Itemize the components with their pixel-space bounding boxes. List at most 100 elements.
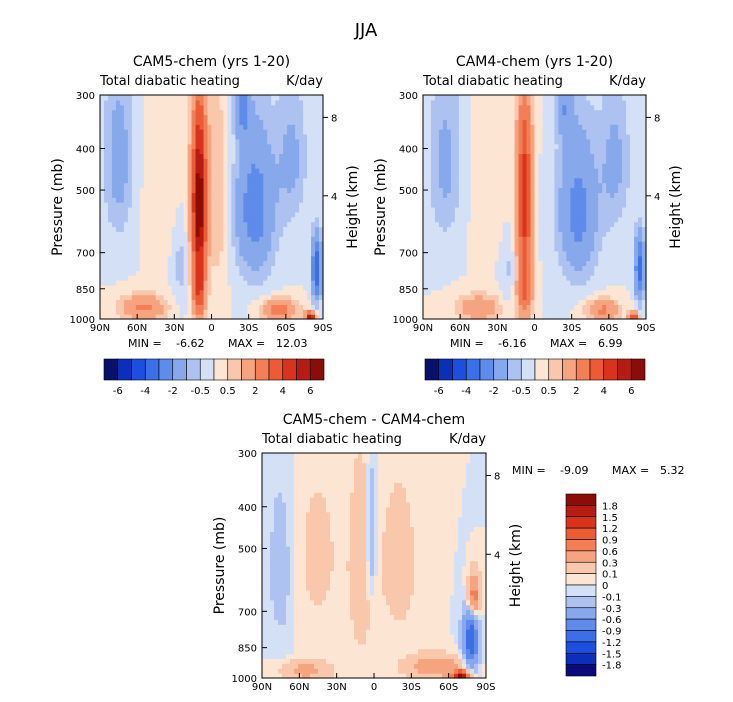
heatmap-cell: [131, 124, 137, 130]
heatmap-cell: [295, 231, 300, 237]
heatmap-cell: [203, 221, 209, 228]
heatmap-cell: [295, 153, 300, 159]
heatmap-cell: [183, 143, 189, 150]
heatmap-cell: [570, 260, 575, 267]
heatmap-cell: [442, 197, 448, 203]
heatmap-cell: [191, 172, 197, 179]
heatmap-cell: [486, 158, 492, 164]
heatmap-cell: [550, 241, 556, 247]
heatmap-cell: [518, 270, 524, 276]
heatmap-cell: [299, 284, 304, 291]
heatmap-cell: [550, 226, 556, 232]
heatmap-cell: [115, 231, 121, 237]
heatmap-cell: [100, 99, 105, 106]
heatmap-cell: [562, 95, 567, 101]
heatmap-cell: [135, 182, 141, 189]
heatmap-cell: [462, 216, 468, 223]
heatmap-cell: [255, 95, 260, 101]
heatmap-cell: [131, 119, 137, 125]
heatmap-cell: [283, 143, 288, 150]
heatmap-cell: [135, 250, 141, 257]
heatmap-cell: [183, 148, 189, 155]
heatmap-cell: [574, 168, 579, 174]
heatmap-cell: [490, 241, 496, 247]
heatmap-cell: [506, 270, 512, 276]
heatmap-cell: [227, 119, 233, 125]
heatmap-cell: [526, 138, 532, 145]
heatmap-cell: [243, 299, 248, 305]
heatmap-cell: [243, 138, 248, 145]
heatmap-cell: [215, 309, 221, 315]
heatmap-cell: [430, 163, 436, 169]
heatmap-cell: [123, 231, 129, 237]
heatmap-cell: [582, 265, 587, 271]
heatmap-cell: [271, 172, 276, 179]
heatmap-cell: [159, 221, 165, 228]
heatmap-cell: [303, 182, 308, 189]
heatmap-cell: [275, 245, 280, 252]
heatmap-cell: [107, 211, 113, 218]
heatmap-cell: [618, 231, 623, 237]
heatmap-cell: [175, 138, 181, 145]
heatmap-cell: [478, 182, 484, 189]
heatmap-cell: [502, 216, 508, 223]
heatmap-cell: [171, 114, 177, 120]
heatmap-cell: [626, 304, 631, 310]
heatmap-cell: [295, 104, 300, 111]
heatmap-cell: [562, 304, 567, 310]
heatmap-cell: [231, 211, 236, 218]
heatmap-cell: [446, 177, 452, 184]
heatmap-cell: [550, 216, 556, 223]
heatmap-cell: [606, 163, 611, 169]
heatmap-cell: [235, 95, 240, 101]
heatmap-cell: [482, 241, 488, 247]
heatmap-cell: [506, 314, 512, 320]
heatmap-cell: [243, 99, 248, 106]
heatmap-cell: [139, 275, 145, 281]
heatmap-cell: [167, 202, 173, 208]
heatmap-cell: [490, 289, 496, 296]
colorbar-swatch: [227, 358, 242, 381]
heatmap-cell: [243, 197, 248, 203]
heatmap-cell: [199, 138, 205, 145]
heatmap-cell: [231, 275, 236, 281]
heatmap-cell: [267, 236, 272, 242]
heatmap-cell: [594, 104, 599, 111]
heatmap-cell: [167, 226, 173, 232]
heatmap-cell: [498, 236, 504, 242]
heatmap-cell: [586, 119, 591, 125]
heatmap-cell: [191, 197, 197, 203]
heatmap-cell: [231, 280, 236, 286]
heatmap-cell: [147, 187, 153, 193]
heatmap-cell: [247, 207, 252, 213]
heatmap-cell: [239, 284, 244, 291]
heatmap-cell: [239, 260, 244, 267]
heatmap-cell: [530, 245, 536, 252]
heatmap-cell: [434, 124, 440, 130]
heatmap-cell: [530, 133, 536, 140]
heatmap-cell: [223, 270, 229, 276]
heatmap-cell: [466, 280, 472, 286]
heatmap-cell: [446, 226, 452, 232]
heatmap-cell: [127, 309, 133, 315]
heatmap-cell: [538, 231, 544, 237]
heatmap-cell: [606, 99, 611, 106]
heatmap-cell: [566, 104, 571, 111]
heatmap-cell: [155, 255, 161, 262]
heatmap-cell: [494, 280, 500, 286]
heatmap-cell: [458, 226, 464, 232]
heatmap-cell: [307, 309, 312, 315]
heatmap-cell: [566, 299, 571, 305]
heatmap-cell: [127, 172, 133, 179]
heatmap-cell: [490, 236, 496, 242]
heatmap-cell: [490, 182, 496, 189]
x-tick-label: 60S: [276, 323, 295, 334]
heatmap-cell: [131, 265, 137, 271]
heatmap-cell: [107, 187, 113, 193]
heatmap-cell: [518, 231, 524, 237]
heatmap-cell: [111, 114, 117, 120]
heatmap-cell: [450, 148, 456, 155]
heatmap-cell: [203, 226, 209, 232]
heatmap-cell: [458, 114, 464, 120]
heatmap-cell: [462, 236, 468, 242]
